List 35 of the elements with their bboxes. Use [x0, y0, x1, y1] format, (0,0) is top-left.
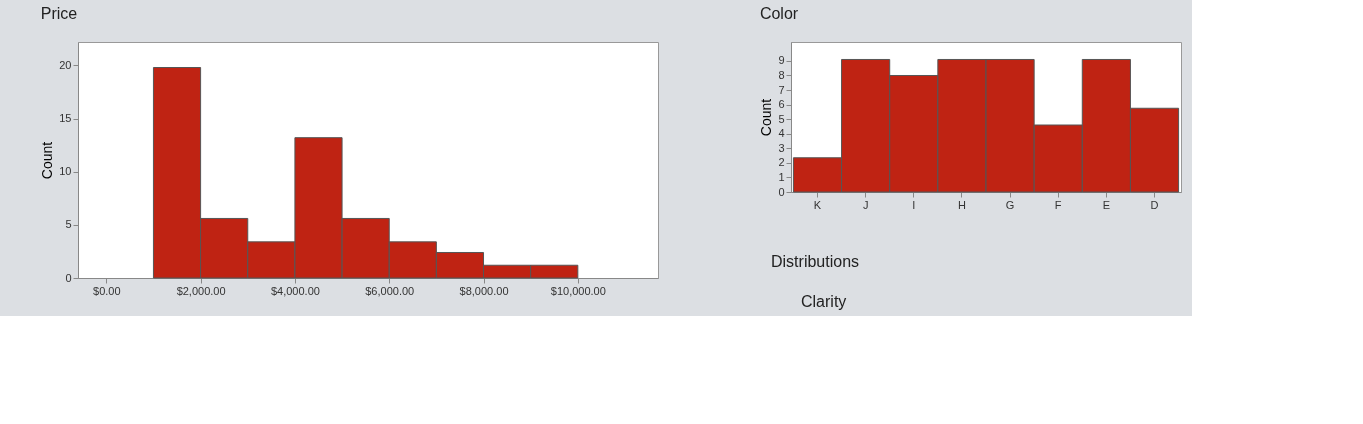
- x-tick-label: F: [1054, 198, 1062, 211]
- y-tick-label: 20: [59, 58, 72, 71]
- y-axis-title: Count: [39, 141, 56, 180]
- x-tick-label: J: [862, 198, 869, 211]
- y-tick-label: 7: [778, 83, 785, 96]
- y-tick-label: 9: [778, 54, 785, 67]
- y-tick-label: 8: [778, 69, 785, 81]
- x-tick-label: $10,000.00: [550, 284, 606, 297]
- y-tick-label: 10: [59, 165, 72, 178]
- x-tick-label: D: [1150, 198, 1159, 211]
- text: Distributions: [771, 253, 860, 270]
- x-tick-label: E: [1102, 198, 1111, 211]
- text: Clarity: [801, 293, 847, 310]
- y-tick-label: 0: [65, 271, 72, 284]
- x-tick-label: G: [1005, 198, 1015, 211]
- x-tick-label: H: [957, 198, 966, 211]
- y-axis-title: Count: [758, 98, 775, 137]
- x-tick-label: I: [912, 198, 916, 211]
- x-tick-label: $6,000.00: [365, 284, 415, 297]
- chart-title: Color: [759, 5, 799, 22]
- y-tick-label: 0: [778, 185, 785, 198]
- x-tick-label: $0.00: [93, 284, 121, 297]
- y-tick-label: 5: [778, 112, 785, 125]
- y-tick-label: 15: [59, 112, 72, 125]
- y-tick-label: 3: [778, 141, 785, 154]
- chart-title: Price: [40, 5, 78, 22]
- y-tick-label: 4: [778, 127, 785, 140]
- y-tick-label: 1: [778, 170, 785, 183]
- x-tick-label: $4,000.00: [270, 284, 320, 297]
- x-tick-label: $8,000.00: [459, 284, 509, 297]
- y-tick-label: 5: [65, 218, 72, 231]
- y-tick-label: 2: [778, 156, 785, 169]
- x-tick-label: K: [813, 198, 822, 211]
- y-tick-label: 6: [778, 98, 785, 111]
- x-tick-label: $2,000.00: [176, 284, 226, 297]
